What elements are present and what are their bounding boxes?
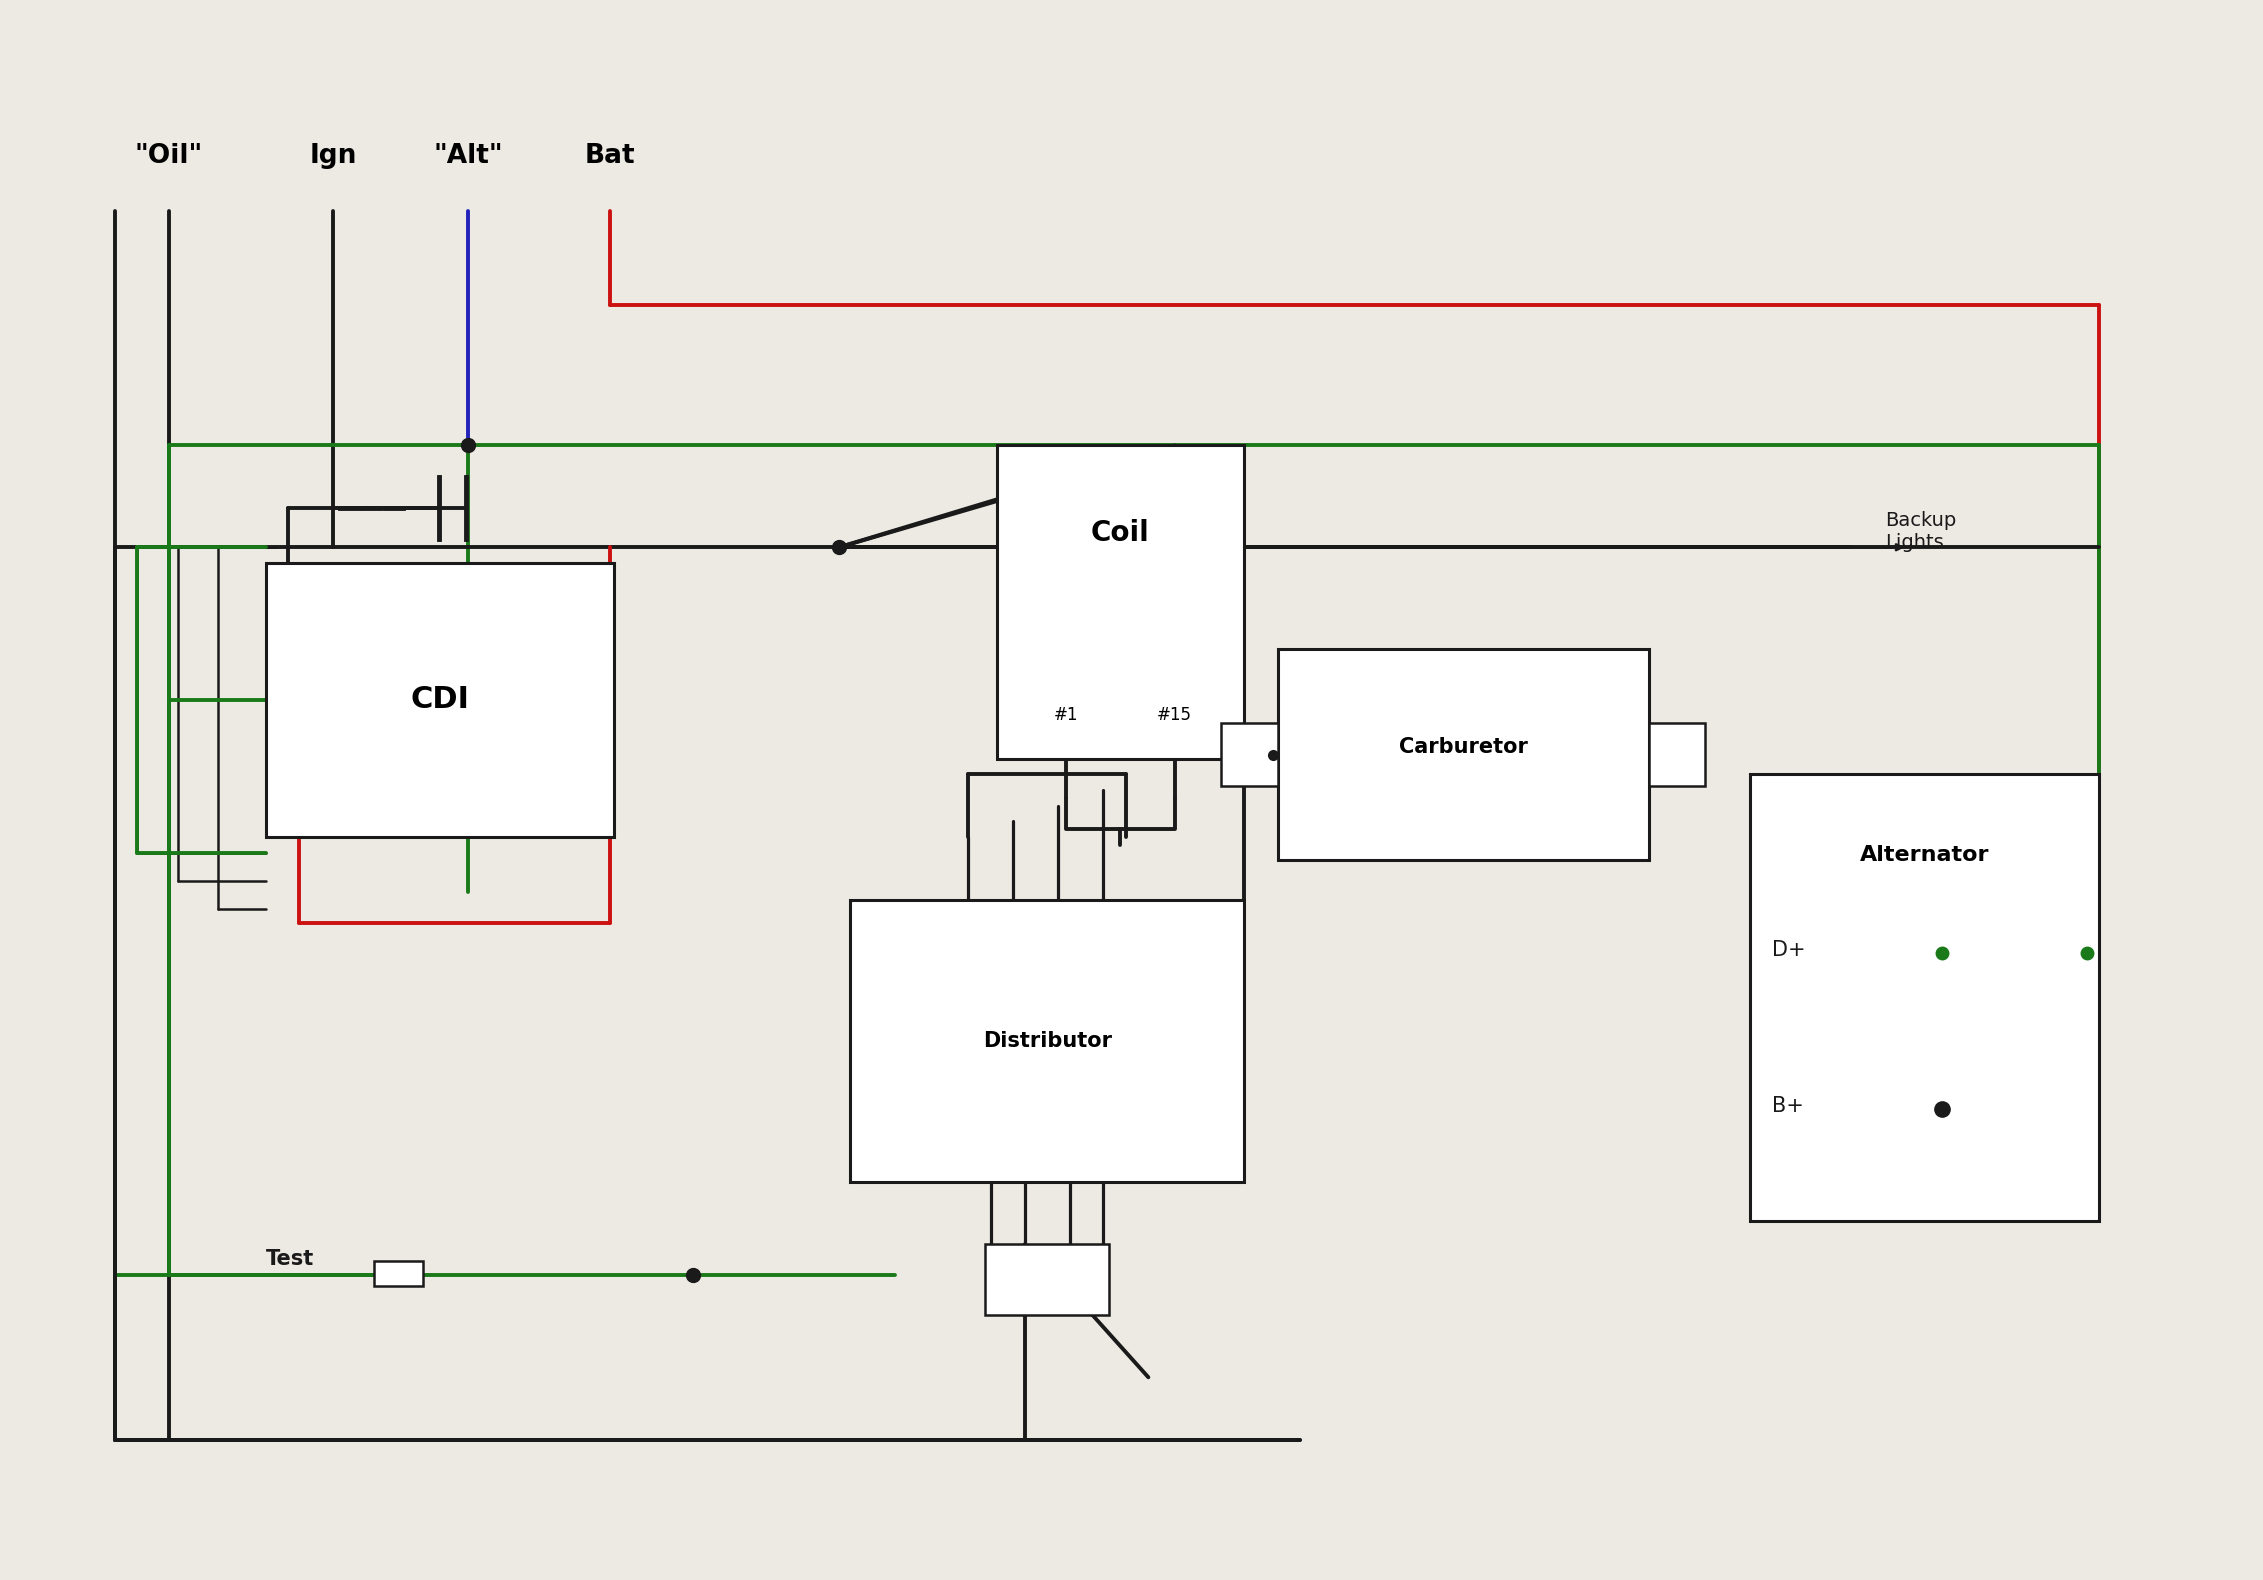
Bar bbox=[373, 1261, 423, 1286]
Bar bbox=[1749, 774, 2098, 1221]
Bar bbox=[984, 1243, 1109, 1315]
Text: Ign: Ign bbox=[310, 142, 358, 169]
Text: CDI: CDI bbox=[410, 686, 468, 714]
Text: #15: #15 bbox=[1156, 706, 1193, 724]
Text: "Oil": "Oil" bbox=[136, 142, 204, 169]
Text: Backup
Lights: Backup Lights bbox=[1885, 510, 1955, 551]
Bar bbox=[1279, 649, 1650, 861]
Text: Test: Test bbox=[265, 1248, 315, 1269]
Bar bbox=[1650, 724, 1704, 787]
Text: Carburetor: Carburetor bbox=[1399, 736, 1528, 757]
Text: Alternator: Alternator bbox=[1860, 845, 1989, 864]
Text: B+: B+ bbox=[1772, 1097, 1804, 1115]
Text: Bat: Bat bbox=[584, 142, 636, 169]
Text: "Alt": "Alt" bbox=[432, 142, 502, 169]
Bar bbox=[851, 899, 1245, 1182]
Text: #1: #1 bbox=[1055, 706, 1077, 724]
Bar bbox=[1222, 724, 1279, 787]
Bar bbox=[996, 446, 1245, 758]
Text: D+: D+ bbox=[1772, 940, 1806, 959]
Text: Distributor: Distributor bbox=[982, 1030, 1111, 1051]
Bar bbox=[265, 562, 613, 837]
Text: Coil: Coil bbox=[1091, 520, 1150, 547]
